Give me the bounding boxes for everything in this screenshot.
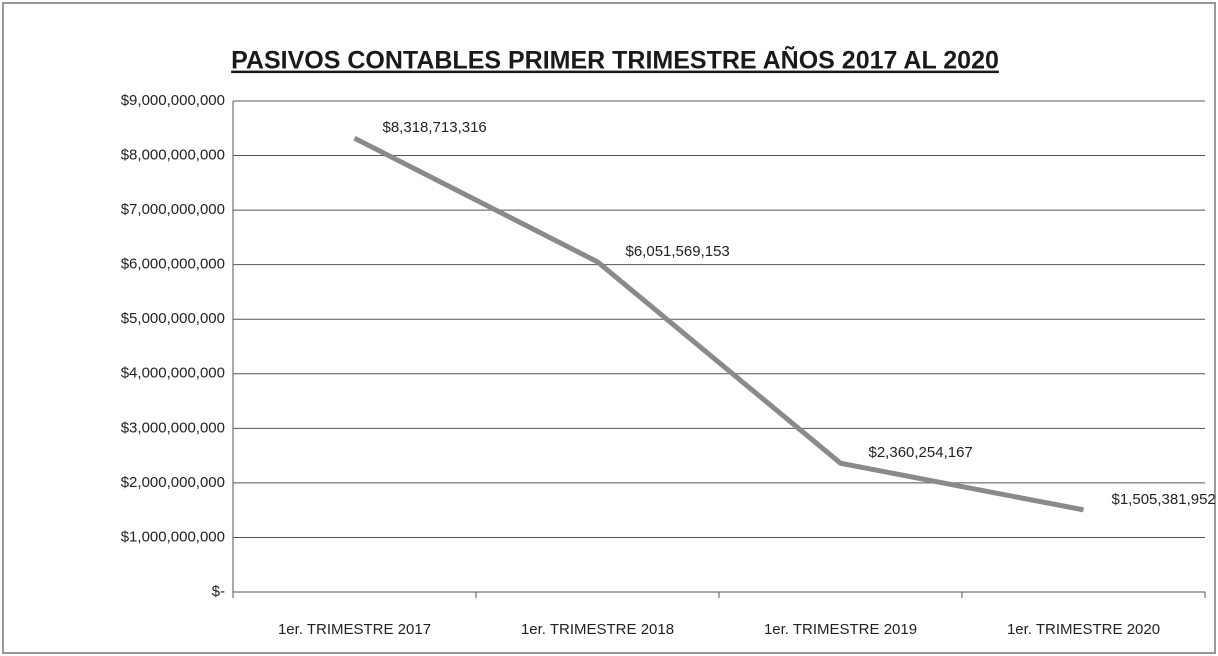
- x-tick-label: 1er. TRIMESTRE 2017: [278, 621, 431, 638]
- data-label: $1,505,381,952: [1112, 491, 1216, 508]
- data-label: $2,360,254,167: [869, 444, 973, 461]
- y-tick-label: $3,000,000,000: [121, 419, 225, 436]
- y-tick-label: $5,000,000,000: [121, 310, 225, 327]
- y-tick-label: $7,000,000,000: [121, 201, 225, 218]
- x-tick-label: 1er. TRIMESTRE 2020: [1007, 621, 1160, 638]
- y-tick-label: $4,000,000,000: [121, 365, 225, 382]
- line: [353, 135, 1084, 513]
- data-label: $6,051,569,153: [626, 243, 730, 260]
- y-tick-label: $2,000,000,000: [121, 474, 225, 491]
- data-label: $8,318,713,316: [383, 119, 487, 136]
- y-tick-label: $-: [212, 583, 225, 600]
- x-tick-label: 1er. TRIMESTRE 2019: [764, 621, 917, 638]
- y-tick-label: $1,000,000,000: [121, 528, 225, 545]
- x-tick-label: 1er. TRIMESTRE 2018: [521, 621, 674, 638]
- y-tick-label: $8,000,000,000: [121, 147, 225, 164]
- y-tick-label: $6,000,000,000: [121, 256, 225, 273]
- y-tick-label: $9,000,000,000: [121, 92, 225, 109]
- chart-title: PASIVOS CONTABLES PRIMER TRIMESTRE AÑOS …: [231, 45, 999, 75]
